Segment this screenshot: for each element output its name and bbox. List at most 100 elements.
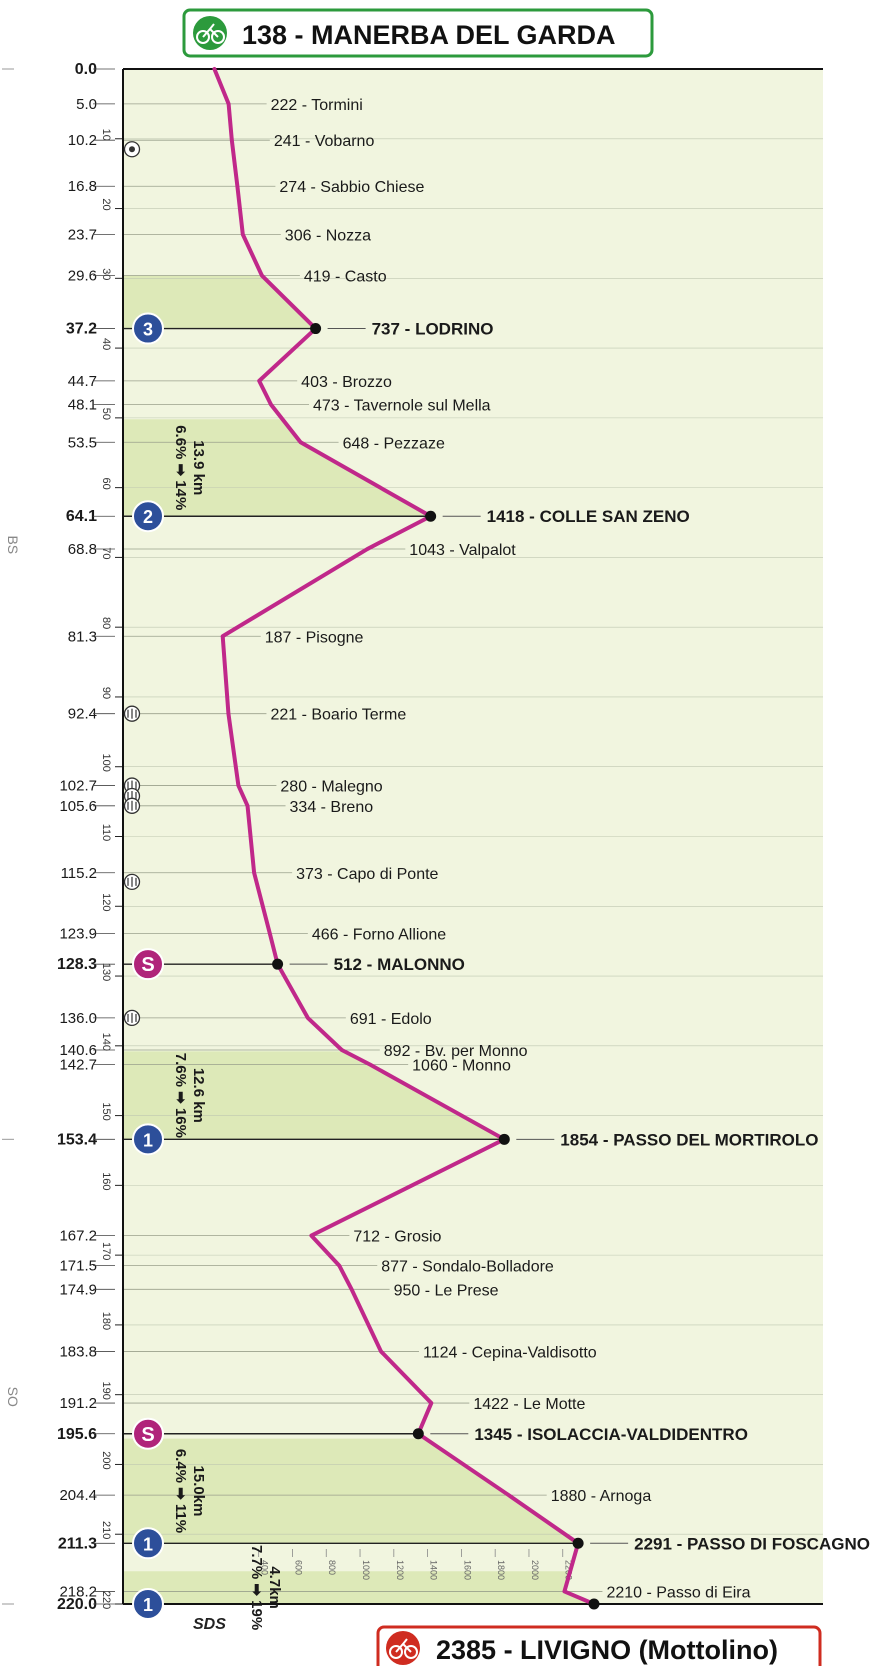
distance-tick-label: 90 — [100, 687, 112, 699]
kom-badge: 1 — [132, 1123, 164, 1156]
summit-dot — [272, 958, 284, 970]
waypoint-label: 1422 - Le Motte — [473, 1396, 585, 1413]
waypoint-km-label: 5.0 — [76, 96, 97, 113]
kom-category-label: 1 — [143, 1595, 153, 1615]
sprint-badge-circle — [132, 1417, 164, 1450]
kom-badge: 1 — [132, 1588, 164, 1620]
summit-dot — [572, 1537, 584, 1549]
elevation-tick-label: 400 — [260, 1560, 270, 1575]
waypoint-label: 221 - Boario Terme — [270, 707, 406, 724]
province-label: BS — [5, 535, 21, 554]
elevation-tick-label: 1400 — [429, 1560, 439, 1580]
kom-badge-circle — [132, 500, 164, 533]
kom-badge: 2 — [132, 500, 164, 533]
distance-tick-label: 210 — [100, 1521, 112, 1539]
start-banner: 138 - MANERBA DEL GARDA — [182, 8, 654, 58]
summit-dot — [588, 1598, 600, 1610]
waypoint-labels: 222 - Tormini 241 - Vobarno 274 - Sabbio C… — [172, 97, 870, 1630]
distance-tick-label: 140 — [100, 1033, 112, 1051]
waypoint-label: 892 - Bv. per Monno — [384, 1043, 528, 1060]
waypoint-label: 1345 - ISOLACCIA-VALDIDENTRO — [474, 1425, 748, 1444]
distance-axis: 10 20 30 40 50 60 70 80 90 100 110 120 130 140 150 160 1… — [2, 61, 823, 1613]
waypoint-km-label: 174.9 — [59, 1281, 97, 1298]
waypoint-km-label: 68.8 — [68, 541, 97, 558]
distance-tick-label: 180 — [100, 1312, 112, 1330]
waypoint-km-label: 128.3 — [57, 956, 97, 973]
intermediate-marker-icon — [123, 797, 141, 814]
intermediate-marker-icon — [123, 705, 141, 722]
waypoint-label: 274 - Sabbio Chiese — [279, 179, 424, 196]
climb-area-2 — [123, 1051, 505, 1140]
waypoint-km-label: 195.6 — [57, 1426, 97, 1443]
waypoint-km-label: 29.6 — [68, 268, 97, 285]
distance-tick-label: 50 — [100, 408, 112, 420]
climb-length-label: 4.7km — [266, 1566, 283, 1609]
distance-tick-label: 160 — [100, 1172, 112, 1190]
elevation-tick-label: 600 — [293, 1560, 303, 1575]
distance-tick-label: 200 — [100, 1451, 112, 1469]
waypoint-km-label: 136.0 — [59, 1010, 97, 1027]
finish-cyclist-icon — [386, 1631, 420, 1665]
waypoint-label: 187 - Pisogne — [265, 629, 364, 646]
waypoint-km-label: 44.7 — [68, 373, 97, 390]
waypoint-label: 306 - Nozza — [285, 227, 371, 244]
distance-tick-label: 190 — [100, 1382, 112, 1400]
waypoint-km-label: 53.5 — [68, 434, 97, 451]
waypoint-label: 877 - Sondalo-Bolladore — [381, 1259, 554, 1276]
waypoint-label: 737 - LODRINO — [372, 320, 494, 339]
waypoint-label: 334 - Breno — [290, 799, 374, 816]
waypoint-km-label: 37.2 — [66, 321, 97, 338]
summit-dot — [310, 323, 322, 335]
waypoint-label: 241 - Vobarno — [274, 133, 375, 150]
target-marker-icon — [123, 141, 141, 158]
kom-badge-circle — [132, 1588, 164, 1620]
distance-tick-label: 20 — [100, 198, 112, 210]
waypoint-km-label: 16.8 — [68, 178, 97, 195]
distance-tick-label: 120 — [100, 893, 112, 911]
waypoint-label: 1854 - PASSO DEL MORTIROLO — [560, 1130, 818, 1149]
waypoint-km-label: 115.2 — [61, 865, 97, 882]
elevation-tick-label: 2000 — [530, 1560, 540, 1580]
sprint-badge-label: S — [141, 954, 154, 976]
summit-dot — [425, 510, 437, 522]
waypoint-km-label: 167.2 — [59, 1228, 97, 1245]
elevation-tick-label: 1200 — [395, 1560, 405, 1580]
waypoint-label: 222 - Tormini — [271, 97, 363, 114]
kom-badge: 3 — [132, 312, 164, 345]
waypoint-label: 373 - Capo di Ponte — [296, 866, 438, 883]
elevation-tick-label: 1600 — [462, 1560, 472, 1580]
waypoint-km-label: 23.7 — [68, 226, 97, 243]
waypoint-label: 1043 - Valpalot — [409, 542, 516, 559]
sprint-badge-label: S — [141, 1424, 154, 1446]
distance-tick-label: 40 — [100, 338, 112, 350]
kom-category-label: 2 — [143, 507, 153, 527]
elevation-profile — [212, 67, 596, 1606]
intermediate-marker-icon — [123, 873, 141, 891]
waypoint-km-label: 153.4 — [57, 1131, 97, 1148]
sds-logo: SDS — [193, 1616, 226, 1633]
waypoint-km-label: 220.0 — [57, 1596, 97, 1613]
sprint-badge: S — [132, 1417, 164, 1450]
waypoint-label: 691 - Edolo — [350, 1011, 432, 1028]
summit-dot — [498, 1133, 510, 1145]
sprint-badge-circle — [132, 948, 164, 981]
kom-category-label: 1 — [143, 1130, 153, 1150]
elevation-tick-label: 800 — [327, 1560, 337, 1575]
waypoint-km-label: 105.6 — [59, 798, 97, 815]
distance-tick-label: 110 — [100, 824, 112, 842]
waypoint-label: 473 - Tavernole sul Mella — [313, 398, 491, 415]
waypoint-label: 280 - Malegno — [280, 779, 382, 796]
distance-tick-label: 60 — [100, 478, 112, 490]
province-label: SO — [5, 1387, 21, 1407]
climb-gradient-label: 7.6% ➡ 16% — [172, 1053, 189, 1138]
waypoint-label: 419 - Casto — [304, 269, 387, 286]
waypoint-label: 1880 - Arnoga — [551, 1488, 652, 1505]
sprint-badge: S — [132, 948, 164, 981]
waypoint-label: 648 - Pezzaze — [343, 435, 445, 452]
intermediate-marker-icon — [123, 1009, 141, 1027]
waypoint-km-label: 171.5 — [59, 1258, 97, 1275]
kom-category-label: 1 — [143, 1534, 153, 1554]
distance-tick-label: 220 — [100, 1591, 112, 1609]
elevation-tick-label: 1000 — [361, 1560, 371, 1580]
